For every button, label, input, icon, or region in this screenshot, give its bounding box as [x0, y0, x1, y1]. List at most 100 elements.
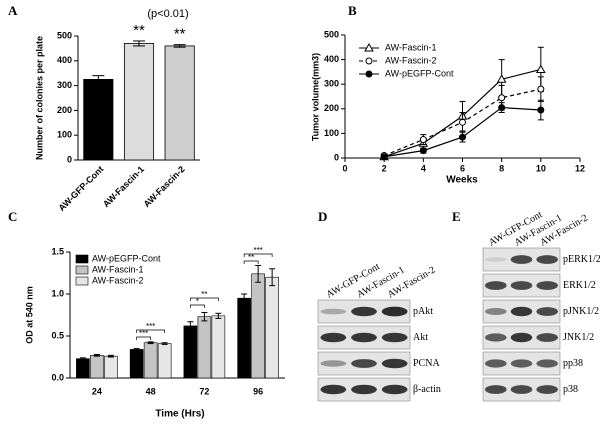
bar — [129, 349, 144, 379]
band-label: PCNA — [413, 358, 440, 369]
x-tick-label: 2 — [382, 163, 387, 173]
y-tick-label: 100 — [324, 128, 339, 138]
error-bar — [133, 348, 140, 351]
significance-label: ** — [201, 290, 207, 299]
band-label: p38 — [563, 384, 578, 395]
x-tick-label: 6 — [460, 163, 465, 173]
error-bar — [255, 264, 262, 283]
bar — [157, 343, 172, 379]
error-bar — [107, 354, 114, 358]
error-bar — [161, 342, 168, 345]
bar — [265, 276, 279, 379]
bar — [251, 273, 265, 379]
error-bar — [187, 321, 194, 331]
significance-label: * — [196, 297, 199, 306]
blot-band — [536, 307, 558, 316]
bar — [237, 297, 251, 379]
bar — [76, 358, 90, 379]
significance-label: ** — [174, 26, 186, 43]
significance-label: *** — [146, 322, 155, 331]
blot-band — [381, 384, 408, 395]
band-label: pJNK1/2 — [563, 306, 599, 317]
significance-bracket — [243, 253, 273, 257]
blot-band — [485, 281, 507, 290]
y-tick-label: 300 — [324, 79, 339, 89]
blot-band — [320, 308, 347, 315]
blot-band — [536, 281, 558, 290]
blot-band — [381, 332, 408, 343]
x-tick-label: 24 — [92, 386, 102, 396]
marker — [380, 153, 388, 161]
blot-band — [510, 385, 533, 394]
blot-band — [320, 384, 347, 395]
blot-band — [510, 281, 533, 290]
legend-label: AW-Fascin-2 — [92, 275, 144, 285]
band-label: pERK1/2 — [563, 254, 600, 265]
legend-marker — [364, 42, 374, 52]
bar — [143, 342, 158, 379]
blot-band — [351, 332, 377, 343]
error-bar — [173, 44, 186, 48]
panel-label: A — [8, 3, 18, 18]
x-tick-label: 4 — [421, 163, 426, 173]
y-tick-label: 1.0 — [51, 288, 64, 298]
significance-bracket — [243, 260, 259, 264]
y-axis-label: Number of colonies per plate — [34, 36, 44, 160]
significance-label: *** — [139, 329, 148, 338]
blot-band — [536, 385, 558, 394]
bar — [83, 79, 114, 161]
blot-band — [485, 308, 507, 315]
legend-marker — [365, 57, 373, 65]
significance-bracket — [190, 304, 205, 308]
panel-label: B — [348, 3, 357, 18]
significance-bracket — [190, 297, 219, 301]
panel-label: D — [318, 209, 327, 224]
blot-band — [320, 360, 347, 367]
marker — [459, 118, 466, 126]
y-tick-label: 0 — [67, 154, 72, 164]
marker — [537, 85, 545, 93]
significance-bracket — [136, 336, 151, 340]
blot-band — [510, 306, 533, 317]
error-bar — [93, 353, 100, 357]
marker — [419, 136, 427, 144]
bar — [183, 325, 198, 379]
blot-band — [351, 384, 377, 395]
legend-label: AW-Fascin-2 — [385, 55, 437, 65]
x-tick-label: 10 — [536, 163, 546, 173]
marker — [498, 94, 506, 102]
error-bar — [201, 311, 208, 322]
blot-band — [485, 359, 507, 368]
y-tick-label: 400 — [324, 54, 339, 64]
significance-label: ** — [248, 253, 254, 262]
x-tick-label: 0 — [342, 163, 347, 173]
band-label: pp38 — [563, 358, 583, 369]
significance-bracket — [136, 329, 165, 333]
blot-band — [536, 359, 558, 368]
error-bar — [92, 75, 105, 84]
legend-swatch — [75, 276, 89, 286]
y-tick-label: 200 — [57, 105, 72, 115]
marker — [537, 106, 545, 114]
blot-band — [510, 359, 533, 368]
legend-swatch — [75, 254, 89, 264]
band-label: Akt — [413, 332, 428, 343]
blot-band — [510, 332, 533, 343]
blot-band — [381, 358, 408, 369]
error-bar — [147, 341, 154, 345]
y-tick-label: 500 — [57, 30, 72, 40]
y-tick-label: 0.5 — [51, 330, 64, 340]
bar — [211, 315, 226, 379]
x-tick-label: 72 — [199, 386, 209, 396]
band-label: pAkt — [413, 306, 433, 317]
blot-band — [351, 359, 377, 368]
marker — [496, 74, 507, 83]
blot-band — [485, 385, 507, 394]
blot-band — [381, 306, 408, 317]
error-bar — [215, 312, 222, 319]
bar — [123, 43, 155, 161]
y-tick-label: 300 — [57, 80, 72, 90]
legend-label: AW-pEGFP-Cont — [92, 253, 161, 263]
legend-swatch — [75, 265, 89, 275]
